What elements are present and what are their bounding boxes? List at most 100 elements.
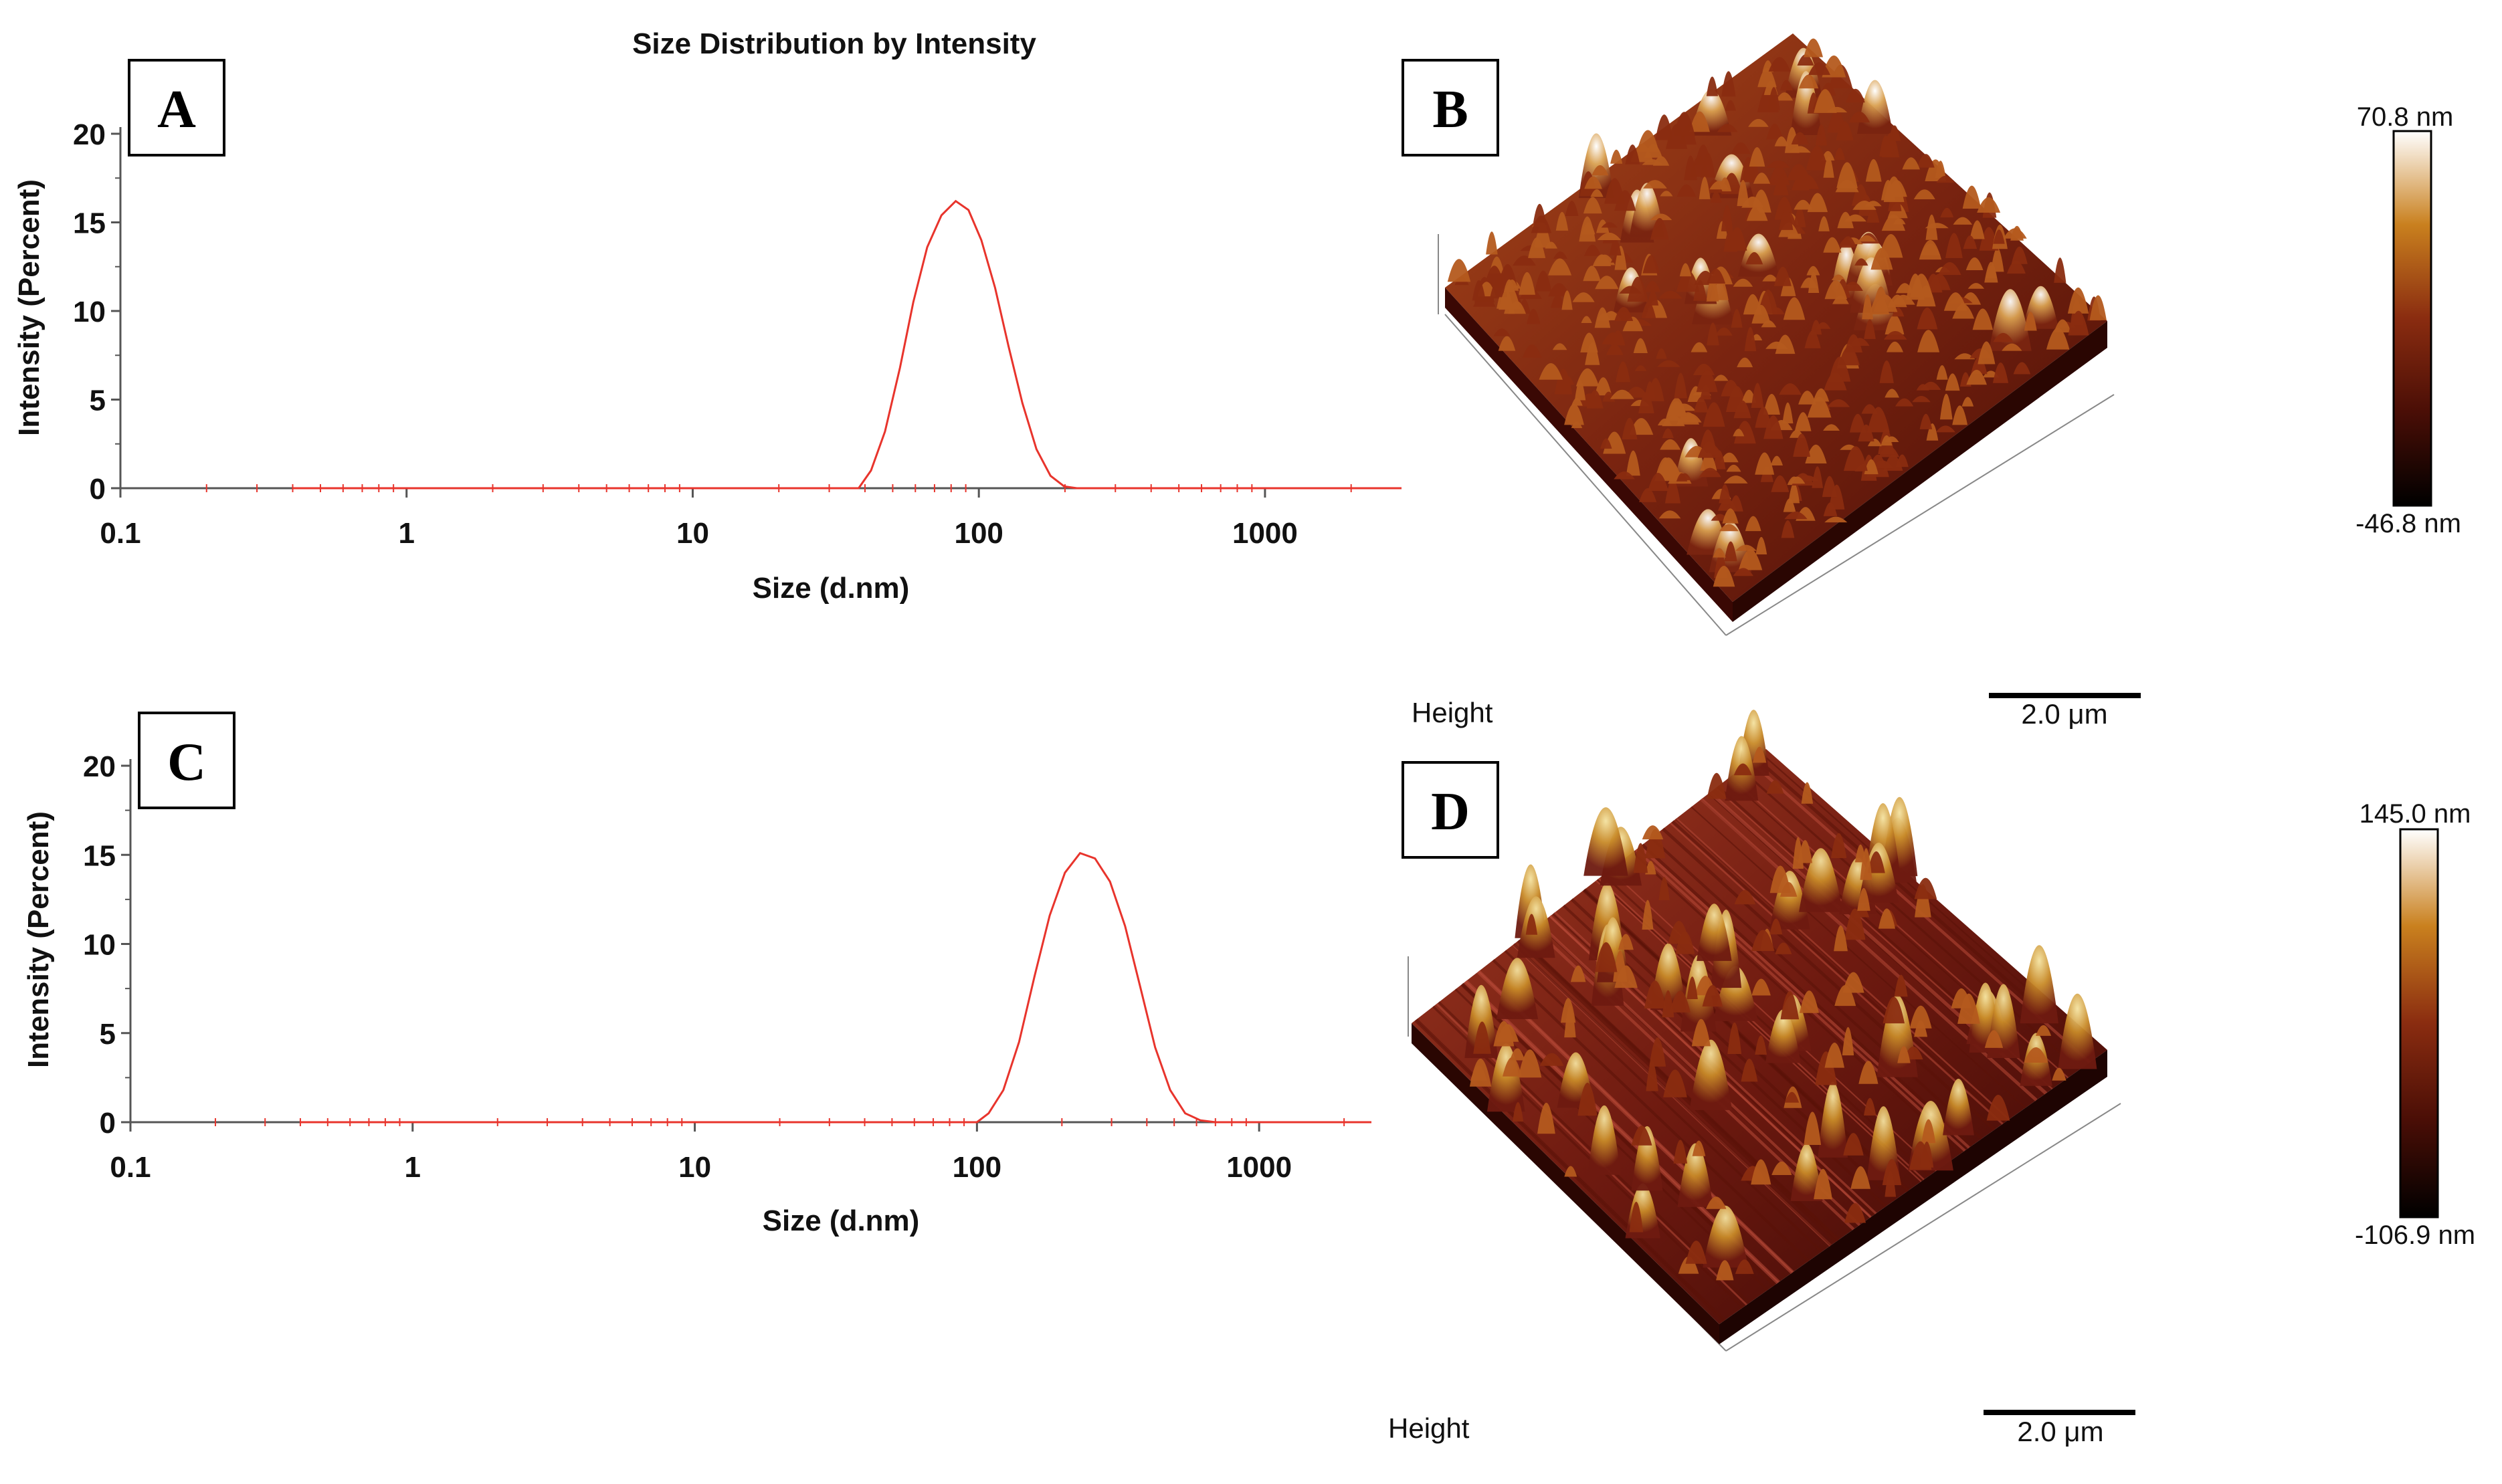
afm-peak: [1646, 378, 1664, 401]
afm-peak: [1822, 475, 1837, 498]
afm-peak: [1780, 991, 1800, 1020]
afm-peak: [1913, 189, 1935, 199]
afm-peak: [1814, 89, 1837, 113]
scale-max-label: 70.8 nm: [2357, 102, 2454, 132]
afm-peak: [1767, 87, 1780, 110]
panel-label-a: A: [128, 59, 225, 156]
afm-peak: [1843, 1133, 1864, 1156]
afm-peak: [2052, 1067, 2066, 1081]
afm-peak: [1780, 277, 1796, 296]
afm-peak: [1648, 473, 1668, 492]
series: [292, 199, 1402, 490]
afm-peak: [1539, 363, 1563, 380]
scalebar-d: 2.0 μm: [1984, 1410, 2135, 1447]
afm-peak: [1677, 1143, 1713, 1207]
afm-peak: [1472, 280, 1486, 301]
afm-peak: [1771, 1161, 1792, 1175]
afm-peak: [1709, 181, 1729, 190]
afm-peak: [1670, 990, 1691, 1013]
afm-peak: [1537, 1102, 1555, 1134]
afm-peak: [1674, 373, 1687, 399]
x-tick-label: 1: [398, 517, 414, 550]
afm-peak: [1834, 925, 1848, 952]
afm-streak: [1504, 950, 1823, 1253]
afm-peak: [1952, 405, 1968, 425]
afm-peak: [1823, 237, 1842, 253]
afm-streak: [1596, 879, 1922, 1182]
afm-peak: [1629, 1201, 1644, 1233]
afm-peak: [2058, 993, 2097, 1069]
afm-peak: [1625, 144, 1640, 165]
afm-streak: [1650, 837, 1983, 1140]
afm-peak: [1658, 510, 1681, 519]
afm-peak: [1906, 274, 1925, 300]
afm-peak: [1634, 365, 1647, 371]
afm-peak: [1749, 146, 1765, 167]
afm-peak: [1627, 276, 1648, 302]
panel-label-text: B: [1432, 80, 1468, 139]
afm-peak: [1832, 295, 1849, 304]
afm-peak: [1882, 1159, 1902, 1186]
afm-surface-edge: [1733, 321, 2107, 622]
scalebar-label: 2.0 μm: [2017, 1416, 2103, 1447]
afm-peak: [1581, 316, 1592, 323]
afm-peak: [1676, 473, 1688, 482]
afm-peak: [1862, 294, 1873, 320]
afm-peak: [1721, 71, 1736, 97]
afm-peak: [1738, 549, 1763, 570]
x-tick-label: 1: [405, 1151, 421, 1184]
afm-peak: [1570, 965, 1586, 982]
panel-label-text: D: [1431, 782, 1470, 841]
afm-peak: [1725, 100, 1736, 111]
afm-peak: [1592, 165, 1609, 176]
scalebar-b: 2.0 μm: [1989, 693, 2141, 730]
afm-peak: [1936, 175, 1955, 183]
afm-streak: [1492, 959, 1810, 1263]
afm-peak: [1719, 524, 1739, 532]
afm-peak: [1685, 1241, 1707, 1264]
y-tick-label: 0: [90, 473, 106, 506]
afm-peak: [2054, 257, 2066, 283]
afm-peak: [1807, 193, 1828, 213]
afm-peak: [1779, 208, 1794, 230]
afm-peak: [1952, 304, 1974, 319]
afm-peak: [1748, 118, 1769, 127]
afm-peak: [1658, 877, 1670, 900]
afm-peak: [1703, 1205, 1749, 1268]
scale-min-label: -46.8 nm: [2355, 509, 2461, 538]
afm-peak: [1740, 156, 1757, 183]
afm-peak: [1789, 146, 1811, 153]
afm-peak: [1614, 965, 1638, 988]
afm-peak: [1658, 290, 1682, 299]
afm-streak: [1596, 879, 1923, 1182]
afm-peak: [1731, 309, 1743, 328]
afm-peak: [1770, 455, 1783, 465]
afm-peak: [1751, 1159, 1771, 1185]
scalebar-label: 2.0 μm: [2021, 698, 2107, 730]
afm-peak: [1865, 158, 1882, 182]
afm-peak: [1464, 984, 1499, 1059]
afm-peak: [1519, 272, 1535, 295]
afm-peak: [1689, 1039, 1733, 1110]
afm-peak: [1835, 179, 1859, 193]
colorbar: [2392, 130, 2432, 507]
afm-peak: [1722, 508, 1739, 524]
afm-peak: [1633, 843, 1648, 873]
afm-peak: [1936, 365, 1948, 380]
afm-peak: [2067, 287, 2089, 314]
afm-peak: [1885, 436, 1899, 442]
afm-peak: [1644, 280, 1660, 292]
afm-peak: [1584, 176, 1602, 189]
afm-peak: [1768, 166, 1790, 185]
afm-peak: [1473, 1021, 1491, 1054]
afm-peak: [1564, 1166, 1577, 1177]
afm-peak: [1548, 258, 1572, 276]
afm-peak: [1643, 180, 1667, 189]
afm-peak: [1984, 1030, 2004, 1048]
panel-label-b: B: [1402, 59, 1499, 156]
afm-peak: [1645, 861, 1656, 875]
afm-peak: [1755, 536, 1767, 554]
afm-peak: [1921, 1119, 1936, 1144]
afm-surface-edge: [1445, 288, 1733, 622]
y-tick-label: 20: [73, 118, 106, 151]
